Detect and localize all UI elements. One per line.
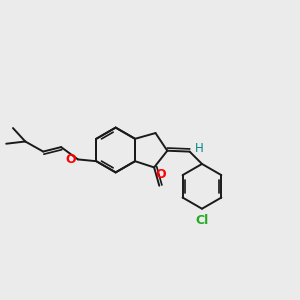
Text: O: O (155, 168, 166, 181)
Text: H: H (194, 142, 203, 154)
Text: Cl: Cl (195, 214, 208, 227)
Text: O: O (65, 153, 76, 166)
